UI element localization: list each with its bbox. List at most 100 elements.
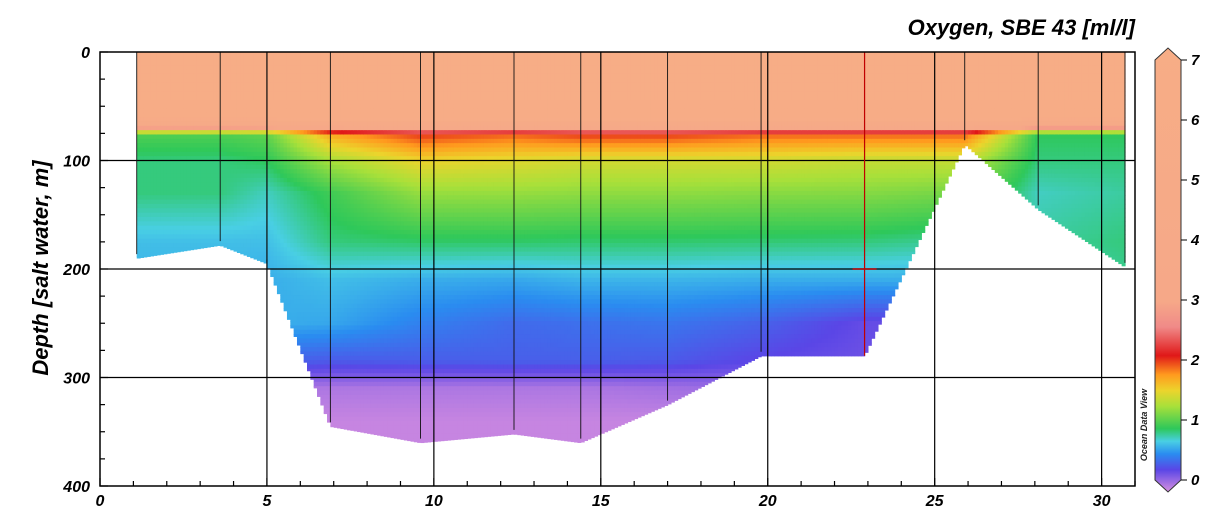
heatmap-cell [313, 151, 318, 157]
heatmap-cell [296, 195, 301, 201]
heatmap-cell [270, 112, 275, 118]
heatmap-cell [390, 290, 395, 296]
heatmap-cell [293, 190, 298, 196]
heatmap-cell [163, 151, 168, 157]
heatmap-cell [280, 78, 285, 83]
heatmap-cell [186, 99, 191, 105]
heatmap-cell [350, 156, 355, 162]
heatmap-cell [363, 190, 368, 196]
heatmap-cell [193, 65, 198, 70]
heatmap-cell [397, 221, 402, 227]
heatmap-cell [233, 104, 238, 110]
heatmap-cell [136, 112, 141, 118]
heatmap-cell [173, 147, 178, 153]
heatmap-cell [317, 238, 321, 244]
heatmap-cell [250, 65, 255, 70]
heatmap-cell [173, 95, 178, 101]
heatmap-cell [390, 381, 395, 387]
heatmap-cell [180, 138, 185, 144]
heatmap-cell [343, 368, 348, 374]
heatmap-cell [340, 420, 345, 426]
heatmap-cell [203, 86, 208, 92]
heatmap-cell [266, 208, 271, 214]
heatmap-cell [230, 143, 235, 149]
heatmap-cell [176, 86, 181, 92]
heatmap-cell [266, 69, 271, 75]
heatmap-cell [223, 91, 228, 96]
heatmap-cell [296, 295, 301, 300]
heatmap-cell [313, 316, 318, 322]
heatmap-cell [280, 182, 285, 188]
heatmap-cell [320, 190, 325, 196]
heatmap-cell [273, 52, 278, 57]
heatmap-cell [390, 269, 395, 274]
heatmap-cell [323, 186, 328, 192]
heatmap-cell [240, 190, 245, 196]
heatmap-cell [183, 69, 188, 75]
heatmap-cell [260, 164, 265, 170]
heatmap-cell [310, 177, 315, 183]
heatmap-cell [246, 108, 251, 114]
heatmap-cell [353, 425, 358, 431]
heatmap-cell [353, 199, 358, 205]
heatmap-cell [340, 195, 345, 201]
heatmap-cell [367, 247, 372, 253]
heatmap-cell [363, 334, 368, 340]
heatmap-cell [340, 368, 345, 374]
heatmap-cell [367, 355, 372, 361]
heatmap-cell [317, 364, 321, 370]
heatmap-cell [150, 65, 155, 70]
heatmap-cell [373, 420, 378, 426]
heatmap-cell [370, 212, 375, 218]
heatmap-cell [327, 199, 331, 205]
heatmap-cell [357, 186, 362, 192]
heatmap-cell [186, 134, 191, 140]
heatmap-cell [256, 160, 261, 166]
heatmap-cell [270, 229, 275, 235]
heatmap-cell [143, 238, 148, 244]
heatmap-cell [343, 108, 348, 114]
heatmap-cell [260, 125, 265, 131]
heatmap-cell [377, 381, 382, 387]
heatmap-cell [193, 125, 198, 131]
heatmap-cell [363, 355, 368, 361]
heatmap-cell [136, 190, 141, 196]
heatmap-cell [226, 143, 231, 149]
heatmap-cell [160, 104, 165, 110]
heatmap-cell [367, 156, 372, 162]
heatmap-cell [353, 65, 358, 70]
heatmap-cell [253, 151, 258, 157]
heatmap-cell [226, 169, 231, 175]
heatmap-cell [220, 130, 225, 136]
heatmap-cell [166, 229, 171, 235]
heatmap-cell [243, 56, 248, 62]
heatmap-cell [367, 295, 372, 300]
heatmap-cell [327, 368, 331, 374]
heatmap-cell [186, 117, 191, 123]
heatmap-cell [230, 78, 235, 83]
heatmap-cell [340, 173, 345, 179]
heatmap-cell [203, 125, 208, 131]
heatmap-cell [357, 234, 362, 240]
heatmap-cell [373, 338, 378, 344]
heatmap-cell [357, 60, 362, 66]
heatmap-cell [143, 251, 148, 257]
heatmap-cell [226, 65, 231, 70]
heatmap-cell [223, 117, 228, 123]
heatmap-cell [373, 203, 378, 209]
heatmap-cell [357, 321, 362, 327]
heatmap-cell [393, 390, 398, 396]
heatmap-cell [370, 247, 375, 253]
heatmap-cell [397, 269, 402, 274]
heatmap-cell [206, 169, 211, 175]
heatmap-cell [367, 416, 372, 422]
heatmap-cell [340, 182, 345, 188]
heatmap-cell [383, 381, 388, 387]
heatmap-cell [230, 160, 235, 166]
heatmap-cell [330, 290, 335, 296]
heatmap-cell [320, 143, 325, 149]
heatmap-cell [260, 147, 265, 153]
heatmap-cell [190, 134, 195, 140]
heatmap-cell [180, 242, 185, 248]
heatmap-cell [280, 177, 285, 183]
